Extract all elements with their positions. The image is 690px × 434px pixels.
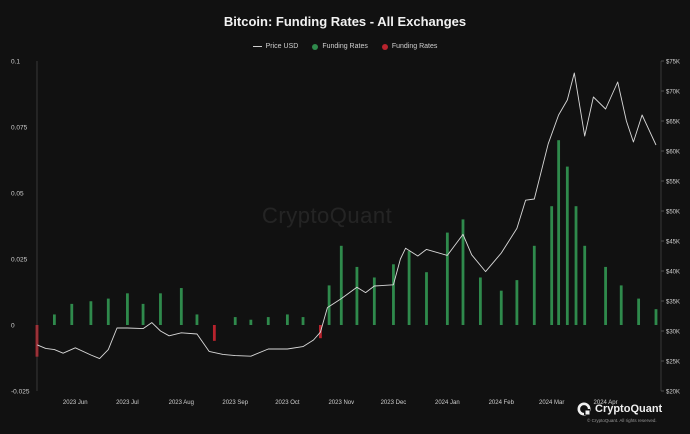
left-axis-ticks: 0.1 0.075 0.05 0.025 0 -0.025 (11, 59, 30, 396)
x-tick-label: 2023 Oct (275, 400, 300, 406)
left-tick-label: -0.025 (11, 389, 30, 396)
right-tick-label: $45K (666, 239, 680, 245)
legend-label-funding-positive: Funding Rates (322, 43, 368, 50)
x-tick-label: 2023 Aug (169, 400, 194, 406)
funding-bar-positive (106, 298, 110, 325)
funding-bar-positive (179, 288, 183, 325)
brand-name: CryptoQuant (595, 403, 663, 415)
funding-bar-positive (557, 140, 561, 325)
funding-bar-negative (212, 325, 216, 341)
right-tick-label: $65K (666, 119, 680, 125)
left-tick-label: 0.05 (11, 191, 24, 198)
right-tick-label: $40K (666, 269, 680, 275)
funding-bar-positive (532, 245, 536, 325)
legend: Price USD Funding Rates Funding Rates (0, 43, 690, 50)
funding-bar-positive (515, 280, 519, 325)
price-line-swatch (252, 46, 262, 47)
funding-bar-positive (619, 285, 623, 325)
funding-bar-positive (565, 166, 569, 325)
funding-bar-positive (407, 251, 411, 325)
funding-bar-positive (583, 245, 587, 325)
right-tick-label: $30K (666, 329, 680, 335)
funding-bars (35, 140, 658, 357)
right-tick-label: $20K (666, 389, 680, 395)
brand: CryptoQuant (577, 402, 662, 416)
funding-negative-swatch (381, 43, 388, 50)
funding-bar-positive (637, 298, 641, 325)
funding-bar-positive (392, 264, 395, 325)
funding-bar-positive (301, 317, 305, 325)
left-tick-label: 0.025 (11, 257, 28, 264)
funding-bar-positive (372, 277, 376, 325)
right-axis-ticks: $75K $70K $65K $60K $55K $50K $45K $40K $35K $30K… (661, 59, 680, 395)
chart-title: Bitcoin: Funding Rates - All Exchanges (223, 14, 467, 29)
legend-label-price: Price USD (265, 43, 299, 50)
funding-bar-positive (52, 314, 56, 325)
x-tick-label: 2023 Nov (328, 400, 354, 406)
right-tick-label: $35K (666, 299, 680, 305)
left-tick-label: 0.1 (11, 59, 20, 66)
right-tick-label: $70K (666, 89, 680, 95)
funding-bar-positive (159, 293, 162, 325)
funding-bar-positive (126, 293, 129, 325)
funding-bar-positive (233, 317, 237, 325)
x-tick-label: 2023 Jun (63, 400, 88, 406)
funding-bar-positive (445, 232, 449, 325)
legend-label-funding-negative: Funding Rates (391, 43, 438, 50)
funding-bar-positive (195, 314, 199, 325)
price-line-group (36, 72, 657, 360)
funding-bar-positive (339, 245, 343, 325)
price-line (36, 72, 657, 360)
right-tick-label: $75K (666, 59, 680, 65)
funding-bar-positive (355, 266, 359, 325)
funding-bar-positive (70, 303, 74, 325)
watermark: CryptoQuant (262, 203, 393, 228)
legend-item-funding-negative[interactable]: Funding Rates (381, 43, 438, 50)
funding-bar-positive (89, 301, 93, 325)
funding-bar-positive (499, 290, 503, 325)
x-tick-label: 2024 Apr (594, 400, 618, 406)
funding-bar-positive (478, 277, 482, 325)
funding-bar-positive (285, 314, 289, 325)
x-tick-label: 2023 Jul (116, 400, 139, 406)
funding-bar-positive (266, 317, 270, 325)
legend-item-price[interactable]: Price USD (252, 43, 299, 50)
right-tick-label: $60K (666, 149, 680, 155)
x-tick-label: 2024 Jan (435, 400, 460, 406)
brand-copyright: © CryptoQuant. All rights reserved. (587, 418, 657, 423)
cryptoquant-logo-icon (577, 402, 591, 416)
funding-bar-positive (141, 303, 145, 325)
funding-bar-positive (327, 285, 331, 325)
funding-positive-swatch (312, 43, 319, 50)
left-tick-label: 0.075 (11, 125, 28, 132)
funding-bar-positive (550, 206, 554, 325)
right-tick-label: $50K (666, 209, 680, 215)
x-tick-label: 2023 Sep (222, 400, 248, 406)
left-tick-label: 0 (11, 323, 15, 330)
x-tick-label: 2023 Dec (381, 400, 407, 406)
legend-item-funding-positive[interactable]: Funding Rates (312, 43, 368, 50)
funding-bar-positive (574, 206, 578, 325)
funding-bar-positive (461, 219, 465, 325)
funding-bar-positive (425, 272, 428, 325)
x-tick-label: 2024 Mar (539, 400, 564, 406)
right-tick-label: $55K (666, 179, 680, 185)
funding-bar-positive (654, 309, 658, 325)
funding-bar-positive (249, 319, 253, 325)
funding-bar-positive (604, 266, 607, 325)
x-axis-ticks: 2023 Jun 2023 Jul 2023 Aug 2023 Sep 2023 Oct… (63, 400, 618, 406)
right-tick-label: $25K (666, 359, 680, 365)
x-tick-label: 2024 Feb (489, 400, 515, 406)
